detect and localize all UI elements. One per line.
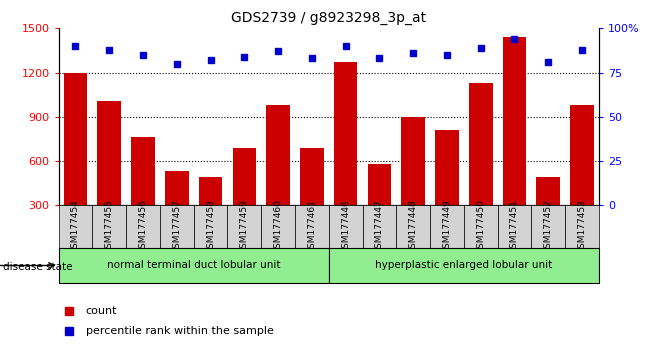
Bar [570, 105, 594, 250]
Text: GSM177451: GSM177451 [510, 199, 519, 254]
Text: percentile rank within the sample: percentile rank within the sample [86, 326, 273, 336]
Text: disease state: disease state [3, 262, 73, 272]
Text: GSM177446: GSM177446 [341, 199, 350, 254]
Text: GSM177460: GSM177460 [273, 199, 283, 254]
Text: GSM177457: GSM177457 [173, 199, 181, 254]
Bar [329, 248, 599, 283]
Bar [536, 177, 560, 250]
Bar [402, 117, 425, 250]
Text: GSM177458: GSM177458 [206, 199, 215, 254]
Title: GDS2739 / g8923298_3p_at: GDS2739 / g8923298_3p_at [231, 11, 426, 24]
Text: count: count [86, 306, 117, 316]
Text: GSM177454: GSM177454 [71, 199, 80, 254]
Text: GSM177448: GSM177448 [409, 199, 418, 254]
Text: hyperplastic enlarged lobular unit: hyperplastic enlarged lobular unit [375, 261, 553, 270]
Bar [464, 205, 497, 248]
Bar [59, 248, 329, 283]
Bar [295, 205, 329, 248]
Text: GSM177459: GSM177459 [240, 199, 249, 254]
Bar [565, 205, 599, 248]
Bar [64, 73, 87, 250]
Bar [469, 83, 493, 250]
Text: GSM177447: GSM177447 [375, 199, 384, 254]
Text: GSM177450: GSM177450 [477, 199, 485, 254]
Text: GSM177453: GSM177453 [577, 199, 587, 254]
Bar [363, 205, 396, 248]
Text: normal terminal duct lobular unit: normal terminal duct lobular unit [107, 261, 281, 270]
Bar [503, 37, 526, 250]
Bar [435, 130, 459, 250]
Bar [98, 101, 121, 250]
Bar [329, 205, 363, 248]
Bar [261, 205, 295, 248]
Bar [497, 205, 531, 248]
Bar [59, 205, 92, 248]
Bar [531, 205, 565, 248]
Bar [126, 205, 160, 248]
Bar [300, 148, 324, 250]
Text: GSM177449: GSM177449 [443, 199, 451, 254]
Bar [165, 171, 189, 250]
Bar [430, 205, 464, 248]
Bar [227, 205, 261, 248]
Text: GSM177456: GSM177456 [139, 199, 148, 254]
Bar [194, 205, 227, 248]
Text: GSM177452: GSM177452 [544, 199, 553, 254]
Bar [232, 148, 256, 250]
Bar [368, 164, 391, 250]
Bar [396, 205, 430, 248]
Bar [266, 105, 290, 250]
Bar [334, 62, 357, 250]
Bar [160, 205, 194, 248]
Bar [199, 177, 223, 250]
Text: GSM177455: GSM177455 [105, 199, 114, 254]
Bar [132, 137, 155, 250]
Bar [92, 205, 126, 248]
Text: GSM177461: GSM177461 [307, 199, 316, 254]
